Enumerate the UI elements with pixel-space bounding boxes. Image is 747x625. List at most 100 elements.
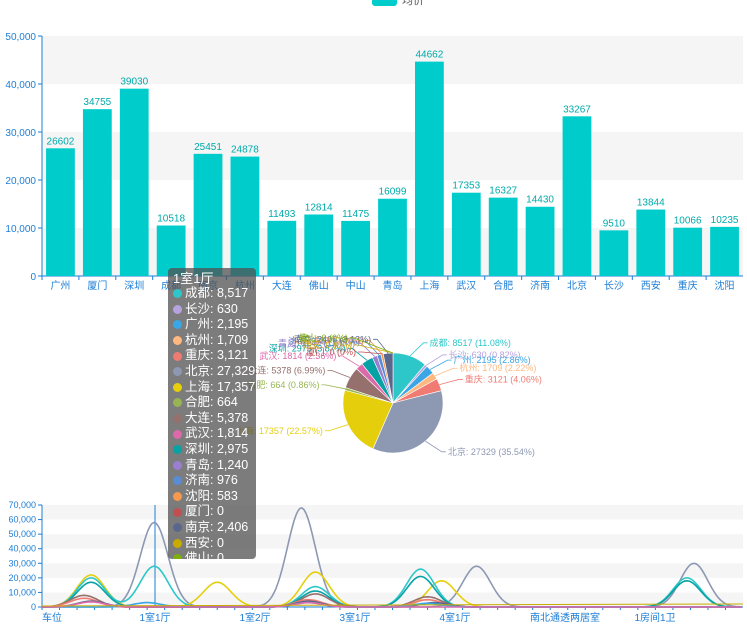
y-tick-label: 20,000 bbox=[5, 176, 36, 187]
tooltip-row: 深圳: 2,975 bbox=[173, 442, 251, 458]
pie-label: 北京: 27329 (35.54%) bbox=[448, 446, 535, 457]
bar bbox=[193, 153, 223, 276]
bar bbox=[562, 116, 592, 277]
tooltip-row-label: 武汉: 1,814 bbox=[185, 426, 249, 441]
tooltip-dot bbox=[173, 320, 182, 330]
y-tick-label: 10,000 bbox=[5, 224, 36, 235]
x-tick-label: 青岛 bbox=[383, 279, 403, 292]
pie-leader bbox=[439, 379, 463, 385]
tooltip-dot bbox=[173, 398, 182, 408]
x-tick-label: 车位 bbox=[42, 611, 62, 624]
bar-label: 13844 bbox=[637, 198, 665, 209]
tooltip-dot bbox=[173, 507, 182, 517]
y-tick-label: 30,000 bbox=[5, 128, 36, 139]
pie-label: 西安: 0 (0%) bbox=[302, 339, 352, 350]
tooltip-row: 长沙: 630 bbox=[173, 302, 251, 318]
pie-leader bbox=[425, 440, 446, 453]
bar-label: 34755 bbox=[83, 97, 111, 108]
bar-label: 10066 bbox=[674, 216, 702, 227]
x-tick-label: 重庆 bbox=[678, 279, 698, 292]
bar bbox=[488, 197, 518, 276]
tooltip-row: 西安: 0 bbox=[173, 536, 251, 552]
pie-label: 上海: 17357 (22.57%) bbox=[236, 425, 323, 436]
pie-leader bbox=[357, 343, 375, 357]
x-tick-label: 4室1厅 bbox=[439, 611, 470, 624]
pie-chart: 成都: 8517 (11.08%)长沙: 630 (0.82%)广州: 2195… bbox=[236, 332, 542, 457]
x-tick-label: 长沙 bbox=[604, 280, 624, 292]
bar-label: 39030 bbox=[120, 77, 148, 88]
tooltip-dot bbox=[173, 351, 182, 361]
y-tick-label: 20,000 bbox=[8, 573, 36, 583]
tooltip-row-label: 长沙: 630 bbox=[185, 301, 238, 316]
tooltip-row: 青岛: 1,240 bbox=[173, 458, 251, 474]
bar bbox=[415, 61, 444, 276]
tooltip-dot bbox=[173, 476, 182, 486]
pie-label: 武汉: 1814 (2.36%) bbox=[259, 350, 336, 361]
grid-band bbox=[42, 36, 743, 84]
bar bbox=[230, 156, 260, 276]
chart-tooltip: 1室1厅 成都: 8,517 长沙: 630 广州: 2,195 杭州: 1,709 重… bbox=[168, 268, 256, 559]
tooltip-row-label: 厦门: 0 bbox=[185, 504, 224, 519]
tooltip-dot bbox=[173, 414, 182, 424]
x-tick-label: 上海 bbox=[419, 279, 439, 292]
chart-legend[interactable]: 均价 bbox=[372, 0, 424, 7]
bar bbox=[267, 220, 297, 276]
x-tick-label: 沈阳 bbox=[715, 279, 735, 292]
tooltip-row: 佛山: 0 bbox=[173, 551, 251, 559]
tooltip-row: 南京: 2,406 bbox=[173, 520, 251, 536]
series-line bbox=[42, 601, 742, 608]
line-chart: 0 10,000 20,000 30,000 40,000 50,000 60,000 70,… bbox=[8, 500, 744, 624]
bar-label: 44662 bbox=[415, 50, 443, 61]
tooltip-row-label: 深圳: 2,975 bbox=[185, 441, 249, 456]
pie-label: 大连: 5378 (6.99%) bbox=[248, 364, 325, 375]
bar-label: 24878 bbox=[231, 145, 259, 156]
tooltip-row: 杭州: 1,709 bbox=[173, 333, 251, 349]
y-tick-label: 70,000 bbox=[8, 500, 36, 510]
bar bbox=[119, 88, 149, 276]
tooltip-row-label: 济南: 976 bbox=[185, 473, 238, 488]
y-tick-label: 0 bbox=[31, 602, 36, 612]
pie-label: 广州: 2195 (2.86%) bbox=[454, 354, 531, 365]
tooltip-dot bbox=[173, 304, 182, 314]
bar-label: 16327 bbox=[489, 186, 517, 197]
x-tick-label: 北京 bbox=[567, 279, 587, 292]
x-tick-label: 深圳 bbox=[124, 280, 144, 292]
y-tick-label: 60,000 bbox=[8, 515, 36, 525]
tooltip-row: 广州: 2,195 bbox=[173, 317, 251, 333]
bar bbox=[304, 214, 334, 276]
bar-label: 26602 bbox=[47, 136, 75, 147]
grid-band bbox=[42, 534, 743, 549]
tooltip-row-label: 成都: 8,517 bbox=[185, 286, 249, 300]
tooltip-row: 北京: 27,329 bbox=[173, 364, 255, 380]
legend-label: 均价 bbox=[402, 0, 424, 7]
pie-leader bbox=[354, 344, 394, 354]
tooltip-title: 1室1厅 bbox=[173, 271, 214, 286]
pie-label: 青岛: 1240 (1.61%) bbox=[278, 337, 355, 348]
x-tick-label: 1室2厅 bbox=[239, 611, 270, 624]
bar bbox=[82, 109, 112, 277]
pie-leader bbox=[358, 351, 384, 355]
tooltip-row: 济南: 976 bbox=[173, 473, 251, 489]
y-tick-label: 0 bbox=[30, 272, 36, 283]
pie-leader bbox=[327, 370, 351, 378]
tooltip-row-label: 西安: 0 bbox=[185, 535, 224, 550]
tooltip-dot bbox=[173, 336, 182, 346]
tooltip-row-label: 沈阳: 583 bbox=[185, 488, 238, 503]
bar bbox=[525, 206, 555, 276]
pie-leader bbox=[425, 354, 447, 366]
pie-label: 沈阳: 583 (0.76%) bbox=[292, 335, 364, 346]
bar-label: 14430 bbox=[526, 195, 554, 206]
bar bbox=[673, 227, 703, 276]
bar bbox=[341, 220, 370, 276]
x-tick-label: 3室1厅 bbox=[339, 611, 370, 624]
series-line-baseline bbox=[41, 603, 744, 607]
pie-leader bbox=[409, 342, 428, 357]
y-tick-label: 50,000 bbox=[8, 529, 36, 539]
y-tick-label: 40,000 bbox=[5, 80, 36, 91]
pie-label: 合肥: 664 (0.86%) bbox=[247, 379, 319, 390]
x-tick-label: 厦门 bbox=[87, 279, 107, 292]
bar bbox=[451, 192, 481, 276]
tooltip-dot bbox=[173, 429, 182, 439]
tooltip-row-label: 重庆: 3,121 bbox=[185, 348, 249, 363]
tooltip-row-label: 合肥: 664 bbox=[185, 395, 238, 410]
